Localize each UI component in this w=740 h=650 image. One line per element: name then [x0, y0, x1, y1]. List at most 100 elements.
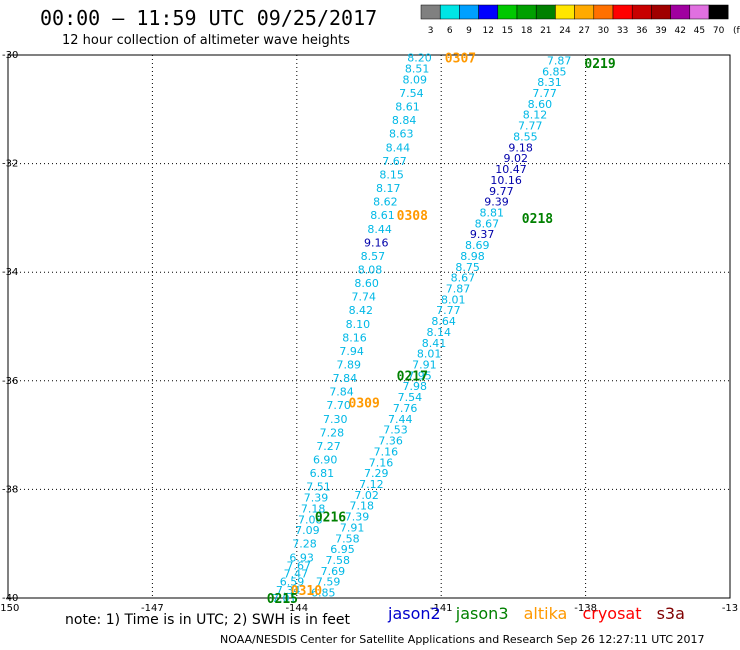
colorbar-label: 18	[521, 26, 533, 36]
data-value-label: 7.16	[369, 456, 394, 469]
colorbar-label: 6	[447, 26, 453, 36]
data-value-label: 8.14	[427, 326, 452, 339]
data-value-label: 7.59	[316, 576, 341, 589]
footer-note: note: 1) Time is in UTC; 2) SWH is in fe…	[65, 612, 351, 628]
data-value-label: 7.67	[286, 559, 311, 572]
data-value-label: 8.61	[370, 209, 395, 222]
pass-label: 0215	[267, 592, 298, 607]
chart-subtitle: 12 hour collection of altimeter wave hei…	[62, 33, 350, 48]
y-tick-label: -34	[2, 267, 18, 278]
data-value-label: 8.81	[479, 206, 504, 219]
y-tick-label: -30	[2, 50, 18, 61]
data-value-label: 7.77	[518, 120, 543, 133]
data-value-label: 8.62	[373, 196, 398, 209]
data-value-label: 10.47	[495, 163, 527, 176]
data-value-label: 7.47	[284, 568, 309, 581]
data-value-label: 7.76	[393, 402, 418, 415]
data-value-label: 8.01	[441, 293, 466, 306]
data-value-label: 7.94	[339, 345, 364, 358]
data-value-label: 7.74	[351, 291, 376, 304]
data-value-label: 8.09	[402, 73, 427, 86]
legend-jason2: jason2	[388, 604, 441, 623]
data-value-label: 7.91	[340, 521, 365, 534]
data-value-label: 8.51	[405, 63, 430, 76]
colorbar-label: 45	[694, 26, 705, 36]
data-value-label: 7.29	[364, 467, 389, 480]
data-value-label: 7.28	[292, 538, 317, 551]
data-value-label: 9.02	[504, 152, 529, 165]
colorbar-label: 21	[540, 26, 551, 36]
data-value-label: 6.95	[330, 543, 355, 556]
plot-frame	[7, 54, 731, 599]
plot-area: -150 -147 -144 -141 -138 -13 -30 -32 -34 -36 -38 -4…	[0, 50, 738, 614]
data-value-label: 7.54	[398, 391, 423, 404]
colorbar-label: 42	[674, 26, 685, 36]
colorbar-swatch	[708, 4, 729, 20]
data-value-label: 7.34	[276, 584, 301, 597]
data-value-label: 6.81	[310, 467, 335, 480]
pass-label: 0309	[349, 397, 380, 412]
data-value-label: 8.57	[361, 250, 386, 263]
legend-cryosat: cryosat	[582, 604, 642, 623]
pass-label: 0218	[522, 212, 553, 227]
y-tick-label: -36	[2, 376, 18, 387]
x-tick-label: -150	[0, 603, 19, 614]
pass-label: 0216	[315, 511, 346, 526]
data-value-label: 7.39	[304, 492, 329, 505]
data-value-label: 6.59	[280, 576, 305, 589]
data-value-label: 9.39	[484, 196, 509, 209]
data-value-label: 7.02	[354, 489, 379, 502]
data-value-label: 8.41	[422, 337, 447, 350]
data-value-label: 7.18	[301, 502, 326, 515]
colorbar-label: 27	[578, 26, 589, 36]
x-tick-label: -147	[141, 603, 164, 614]
colorbar-label: 24	[559, 26, 571, 36]
colorbar-label: 39	[655, 26, 667, 36]
data-value-label: 8.67	[451, 272, 476, 285]
data-value-label: 7.36	[378, 435, 403, 448]
data-value-label: 6.90	[313, 454, 338, 467]
footer-credit: NOAA/NESDIS Center for Satellite Applica…	[220, 633, 705, 646]
data-value-label: 7.87	[547, 54, 572, 67]
pass-label: 0217	[397, 369, 428, 384]
data-value-label: 7.84	[333, 372, 358, 385]
data-value-label: 8.12	[523, 109, 548, 122]
data-value-label: 7.70	[326, 399, 351, 412]
data-value-label: 8.60	[354, 277, 379, 290]
data-value-label: 8.08	[358, 263, 383, 276]
data-value-label: 8.17	[376, 182, 401, 195]
colorbar-label: 30	[598, 26, 610, 36]
colorbar-label: 15	[502, 26, 513, 36]
data-value-label: 7.54	[399, 87, 424, 100]
data-value-label: 6.93	[289, 551, 314, 564]
x-tick-label: -138	[574, 603, 597, 614]
data-value-label: 7.95	[407, 369, 432, 382]
data-value-label: 9.77	[489, 185, 514, 198]
data-value-label: 7.09	[295, 524, 320, 537]
data-value-label: 8.44	[367, 223, 392, 236]
data-value-label: 8.10	[346, 318, 371, 331]
data-value-label: 7.18	[350, 500, 375, 513]
legend-jason3: jason3	[455, 604, 509, 623]
data-value-label: 7.91	[412, 359, 437, 372]
data-value-label: 7.67	[382, 155, 407, 168]
y-tick-label: -40	[2, 593, 18, 604]
data-value-label: 7.51	[306, 481, 331, 494]
data-value-label: 8.67	[475, 217, 500, 230]
data-value-label: 7.08	[298, 513, 323, 526]
data-value-label: 7.27	[316, 440, 341, 453]
colorbar-label: 3	[428, 26, 434, 36]
legend-altika: altika	[523, 604, 568, 623]
data-value-label: 7.77	[436, 304, 461, 317]
data-value-label: 8.15	[379, 168, 404, 181]
pass-label: 0307	[445, 52, 476, 67]
x-tick-label: -141	[430, 603, 453, 614]
data-value-label: 7.58	[335, 532, 360, 545]
page-title: 00:00 – 11:59 UTC 09/25/2017	[40, 6, 378, 30]
data-value-label: 7.44	[388, 413, 413, 426]
data-value-label: 7.69	[321, 565, 346, 578]
data-value-label: 7.84	[329, 386, 354, 399]
data-value-label: 7.77	[532, 87, 557, 100]
data-value-label: 8.55	[513, 130, 538, 143]
